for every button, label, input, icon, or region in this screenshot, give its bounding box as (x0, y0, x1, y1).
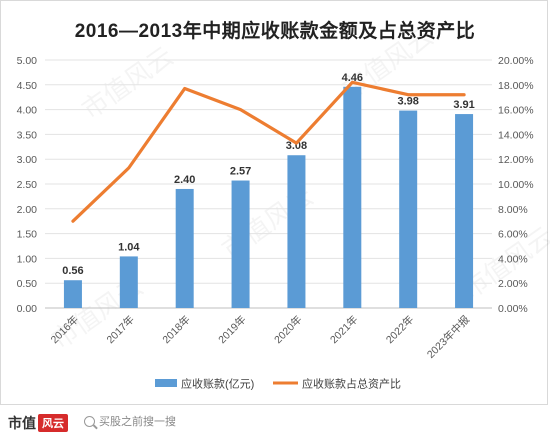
y-axis-left: 0.00 0.50 1.00 1.50 2.00 2.50 3.00 3.50 4.00 4.50… (17, 55, 38, 315)
y-left-tick-label: 3.00 (17, 154, 38, 166)
bar (455, 114, 474, 309)
x-tick-label: 2019年 (216, 313, 249, 346)
bar-series: 0.56 1.04 2.40 2.57 3.08 4.46 3.98 3.91 (62, 72, 475, 309)
x-tick-label: 2021年 (327, 313, 360, 346)
y-right-tick-label: 18.00% (498, 80, 534, 92)
y-right-tick-label: 6.00% (498, 229, 528, 241)
y-right-tick-label: 12.00% (498, 154, 534, 166)
y-left-tick-label: 2.00 (17, 204, 38, 216)
search-placeholder: 买股之前搜一搜 (99, 416, 176, 428)
brand-logo: 市值 风云 (8, 413, 68, 433)
x-tick-label: 2022年 (383, 313, 416, 346)
y-left-tick-label: 3.50 (17, 129, 38, 141)
bar-data-label: 3.91 (453, 99, 474, 111)
footer-bar: 市值 风云 买股之前搜一搜 (0, 405, 550, 437)
search-icon (84, 415, 95, 427)
ratio-line (71, 80, 466, 223)
y-left-tick-label: 0.00 (17, 303, 38, 315)
grid-lines (45, 59, 492, 309)
y-left-tick-label: 4.50 (17, 80, 38, 92)
bar-data-label: 4.46 (342, 72, 363, 84)
bar (119, 256, 138, 308)
y-left-tick-label: 4.00 (17, 105, 38, 117)
bar-data-label: 2.40 (174, 174, 195, 186)
brand-mark: 风云 (38, 414, 68, 432)
bar (399, 110, 418, 308)
x-tick-label: 2020年 (271, 313, 304, 346)
y-left-tick-label: 1.50 (17, 229, 38, 241)
y-right-tick-label: 14.00% (498, 129, 534, 141)
y-right-tick-label: 4.00% (498, 253, 528, 265)
y-right-tick-label: 20.00% (498, 55, 534, 67)
bar (343, 86, 362, 308)
bar-data-label: 3.98 (397, 96, 418, 108)
bar (175, 188, 194, 308)
y-right-tick-label: 10.00% (498, 179, 534, 191)
bar (231, 180, 250, 308)
legend-label-line: 应收账款占总资产比 (302, 377, 401, 391)
bar-data-label: 0.56 (62, 265, 83, 277)
y-right-tick-label: 16.00% (498, 105, 534, 117)
bar-data-label: 2.57 (230, 166, 251, 178)
y-left-tick-label: 2.50 (17, 179, 38, 191)
y-left-tick-label: 1.00 (17, 253, 38, 265)
x-tick-label: 2023年中报 (424, 313, 472, 361)
y-right-tick-label: 8.00% (498, 204, 528, 216)
legend-swatch-bar (155, 379, 177, 387)
line-series (71, 80, 466, 223)
bar-data-label: 1.04 (118, 241, 140, 253)
y-right-tick-label: 2.00% (498, 278, 528, 290)
y-left-tick-label: 5.00 (17, 55, 38, 67)
y-right-tick-label: 0.00% (498, 303, 528, 315)
search-box[interactable]: 买股之前搜一搜 (80, 412, 184, 430)
chart-title: 2016—2013年中期应收账款金额及占总资产比 (74, 21, 476, 42)
bar-data-label: 3.08 (286, 140, 307, 152)
y-left-tick-label: 0.50 (17, 278, 38, 290)
legend-label-bar: 应收账款(亿元) (181, 377, 254, 391)
y-axis-right: 0.00% 2.00% 4.00% 6.00% 8.00% 10.00% 12.00% 14.… (498, 55, 534, 315)
bar (287, 155, 306, 308)
x-tick-label: 2018年 (160, 313, 193, 346)
legend: 应收账款(亿元) 应收账款占总资产比 (155, 377, 401, 391)
watermark-text: 市值风云 (77, 41, 179, 125)
brand-text: 市值 (8, 415, 36, 431)
bar (63, 280, 82, 308)
